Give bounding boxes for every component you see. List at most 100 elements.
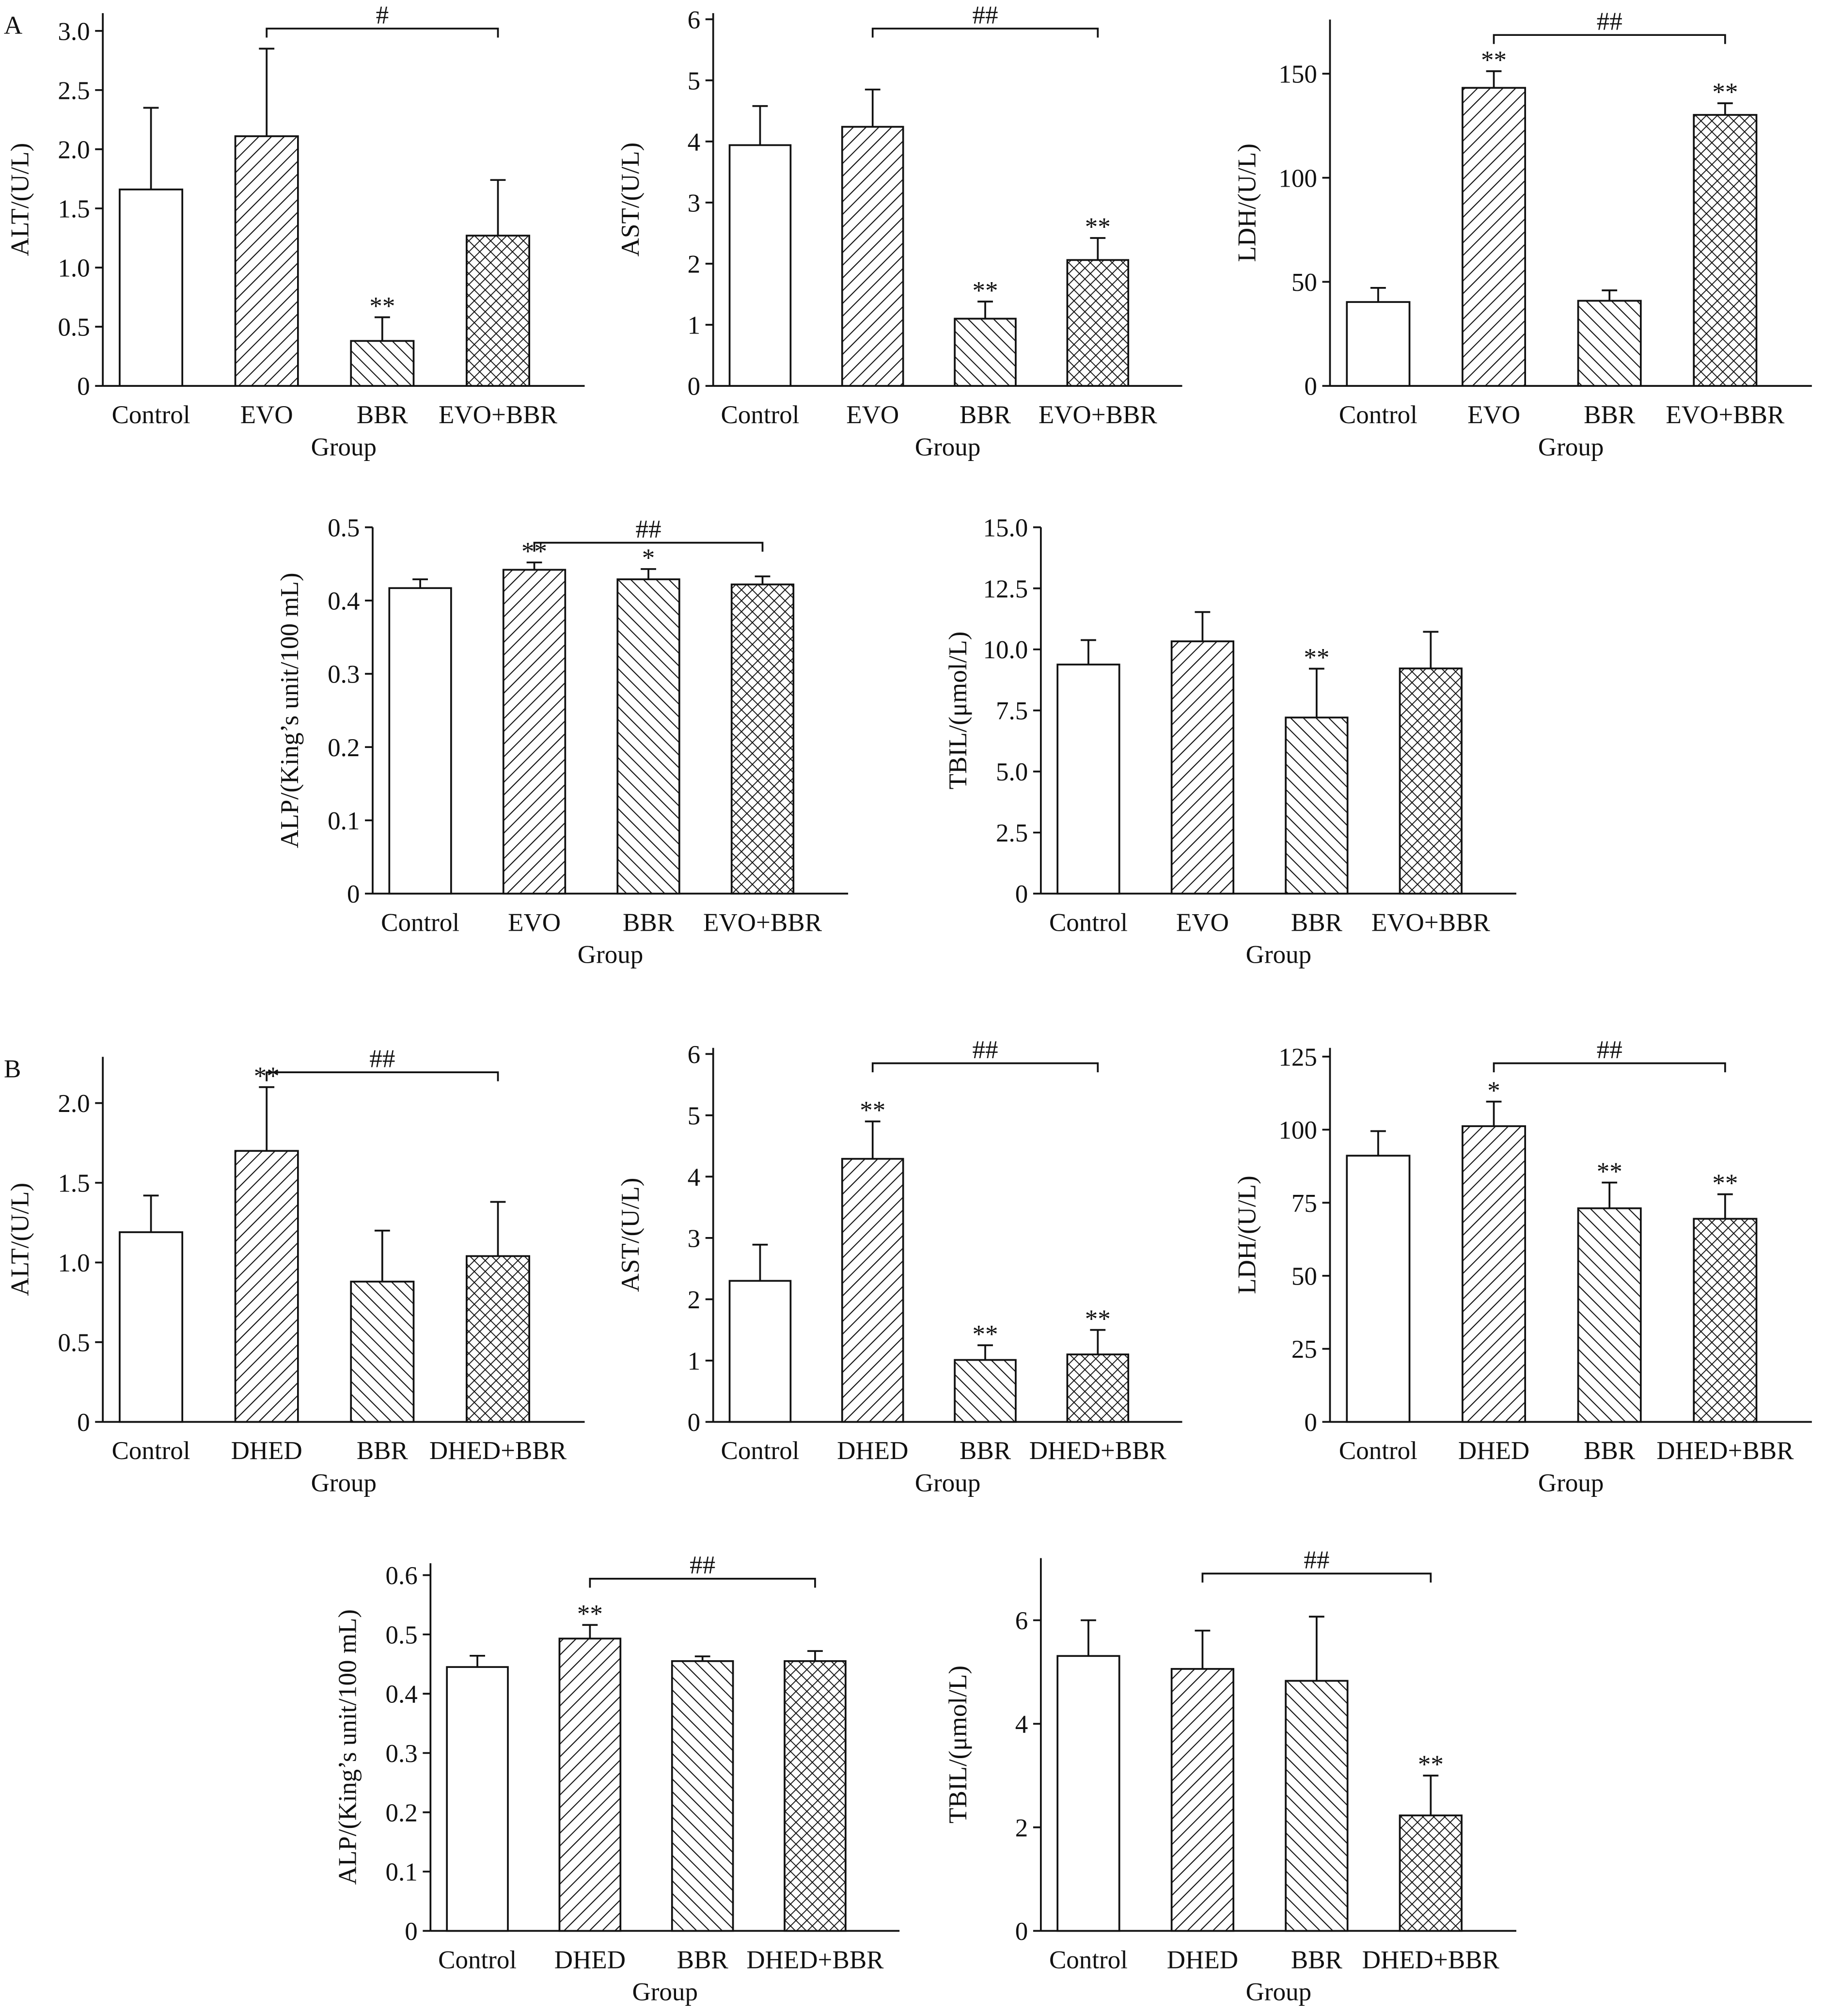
significance-marker: ** [860, 1096, 885, 1125]
x-axis-label: Group [1246, 1978, 1311, 2006]
x-tick-label: EVO [1467, 401, 1520, 429]
error-bar [1486, 70, 1502, 88]
comparison-label: ## [636, 515, 661, 543]
y-tick-label: 0 [688, 1409, 701, 1437]
x-axis-label: Group [915, 1469, 980, 1497]
y-tick-label: 0 [1304, 1409, 1317, 1437]
bar [234, 135, 299, 387]
y-tick-label: 1.5 [58, 195, 90, 223]
bar [350, 340, 415, 387]
y-tick-label: 100 [1278, 1116, 1317, 1144]
error-bar [1423, 631, 1439, 668]
y-tick-label: 10.0 [983, 636, 1028, 664]
x-tick-label: BBR [1584, 401, 1636, 429]
bar [466, 1255, 531, 1423]
significance-marker: ** [973, 1320, 998, 1349]
bar [1346, 1155, 1411, 1423]
error-bar [1308, 667, 1324, 718]
y-axis-label: LDH/(U/L) [1233, 143, 1261, 262]
error-bar [865, 88, 881, 127]
bar [1066, 1353, 1130, 1423]
bar [1399, 667, 1463, 895]
x-tick-label: Control [112, 1437, 190, 1465]
y-tick-label: 150 [1278, 61, 1317, 89]
bar [350, 1281, 415, 1423]
comparison-label: ## [690, 1551, 715, 1579]
y-tick-label: 0.2 [328, 734, 360, 762]
error-bar [1195, 1630, 1211, 1669]
comparison-bracket [871, 1062, 1099, 1073]
comparison-label: ## [973, 1, 998, 29]
x-tick-label: Control [438, 1946, 517, 1974]
y-tick-label: 0 [688, 373, 701, 401]
bar [730, 583, 795, 895]
y-tick-label: 4 [1015, 1711, 1028, 1739]
y-tick-label: 0 [1304, 373, 1317, 401]
y-tick-label: 50 [1291, 269, 1317, 297]
y-tick-label: 125 [1278, 1043, 1317, 1071]
panel-label: A [4, 12, 22, 40]
significance-marker: ** [1418, 1751, 1444, 1779]
y-tick-label: 0.1 [386, 1858, 418, 1887]
y-tick-label: 3.0 [58, 17, 90, 46]
bar [119, 189, 184, 387]
y-tick-label: 0.3 [386, 1740, 418, 1768]
y-axis-label: LDH/(U/L) [1233, 1175, 1261, 1294]
y-tick-label: 6 [688, 1041, 701, 1069]
bar [234, 1150, 299, 1423]
significance-marker: ** [1304, 644, 1329, 672]
comparison-bracket [1493, 34, 1726, 44]
comparison-label: # [376, 1, 389, 29]
y-tick-label: 2.0 [58, 136, 90, 164]
bar [616, 578, 680, 895]
comparison-bracket [871, 28, 1099, 38]
comparison-label: ## [1597, 1036, 1622, 1064]
comparison-bracket [1201, 1572, 1432, 1583]
significance-marker: ** [1712, 1169, 1738, 1197]
bar [1577, 1207, 1642, 1423]
y-tick-label: 3 [688, 1224, 701, 1253]
bar [119, 1231, 184, 1423]
y-tick-label: 4 [688, 1163, 701, 1191]
y-tick-label: 0.3 [328, 661, 360, 689]
x-tick-label: DHED [231, 1437, 302, 1465]
bar [558, 1637, 622, 1932]
x-tick-label: BBR [960, 1437, 1011, 1465]
x-tick-label: Control [1049, 908, 1128, 937]
x-tick-label: EVO [508, 908, 561, 937]
x-tick-label: Control [1339, 401, 1417, 429]
x-tick-label: DHED [837, 1437, 908, 1465]
y-tick-label: 50 [1291, 1262, 1317, 1290]
y-axis-label: TBIL/(μmol/L) [944, 632, 972, 790]
significance-marker: ** [369, 292, 395, 320]
error-bar [807, 1650, 823, 1661]
y-tick-label: 5 [688, 1102, 701, 1130]
x-tick-label: EVO+BBR [1371, 908, 1491, 937]
bar [1577, 300, 1642, 387]
bar [1462, 87, 1527, 387]
x-tick-label: EVO+BBR [439, 401, 558, 429]
comparison-label: ## [973, 1036, 998, 1064]
bar [1693, 1218, 1758, 1423]
y-tick-label: 6 [1015, 1607, 1028, 1635]
bar [1066, 259, 1130, 387]
x-tick-label: Control [381, 908, 459, 937]
y-tick-label: 4 [688, 128, 701, 156]
bar [388, 587, 452, 895]
x-axis-label: Group [311, 1469, 377, 1497]
x-tick-label: BBR [357, 1437, 409, 1465]
x-tick-label: EVO+BBR [1666, 401, 1785, 429]
significance-marker: ** [577, 1600, 603, 1628]
error-bar [1090, 1329, 1106, 1355]
error-bar [1195, 611, 1211, 642]
x-tick-label: EVO [240, 401, 293, 429]
x-tick-label: DHED [1167, 1946, 1238, 1974]
x-tick-label: DHED [554, 1946, 626, 1974]
bar [841, 1158, 904, 1423]
bar [1285, 1680, 1349, 1932]
x-tick-label: DHED+BBR [429, 1437, 567, 1465]
error-bar [1090, 237, 1106, 260]
y-tick-label: 5 [688, 67, 701, 95]
y-tick-label: 100 [1278, 164, 1317, 192]
x-tick-label: BBR [623, 908, 675, 937]
